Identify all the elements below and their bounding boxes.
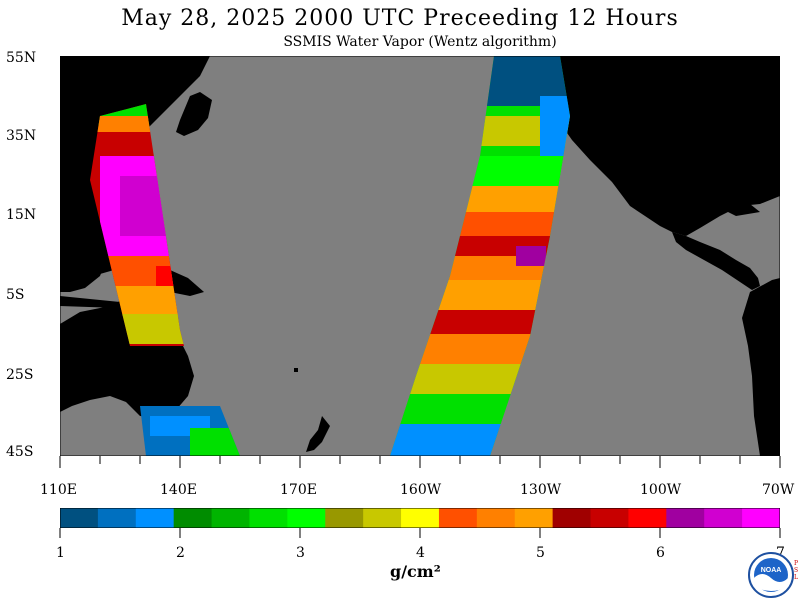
colorbar-segment (438, 508, 478, 528)
south-swath-data (140, 406, 240, 456)
colorbar-segment (514, 508, 554, 528)
noaa-logo: NOAA (748, 552, 794, 598)
south-america-land (742, 278, 780, 456)
colorbar-tick-6: 6 (656, 545, 665, 561)
lat-label-55n: 55N (6, 50, 37, 66)
lon-label-70w: 70W (762, 482, 795, 498)
colorbar-segment (249, 508, 288, 528)
lon-label-170e: 170E (280, 482, 317, 498)
colorbar-tick-4: 4 (416, 545, 425, 561)
japan-land (176, 92, 212, 136)
colorbar-segment (287, 508, 326, 528)
colorbar-segment (363, 508, 402, 528)
colorbar-segment (704, 508, 743, 528)
fiji-land (294, 368, 298, 372)
caribbean-land (716, 204, 760, 216)
colorbar-segment (628, 508, 667, 528)
colorbar-segment (97, 508, 137, 528)
lon-label-160w: 160W (400, 482, 442, 498)
lat-label-25s: 25S (6, 367, 34, 383)
colorbar-segment (590, 508, 629, 528)
svg-text:NOAA: NOAA (761, 567, 782, 574)
colorbar-segment (173, 508, 213, 528)
hokkaido-land (180, 64, 198, 84)
colorbar-segment (742, 508, 780, 528)
colorbar-tick-2: 2 (176, 545, 185, 561)
lat-label-15n: 15N (6, 207, 37, 223)
north-america-land (540, 56, 780, 236)
lon-label-130w: 130W (520, 482, 562, 498)
colorbar-tick-3: 3 (296, 545, 305, 561)
colorbar-segment (401, 508, 440, 528)
lat-label-5s: 5S (6, 287, 25, 303)
colorbar-segment (666, 508, 705, 528)
colorbar (60, 508, 780, 528)
lon-label-100w: 100W (640, 482, 682, 498)
lon-label-140e: 140E (160, 482, 197, 498)
colorbar-tick-7: 7 (776, 545, 785, 561)
colorbar-segment (552, 508, 592, 528)
colorbar-segment (60, 508, 99, 528)
colorbar-segment (476, 508, 516, 528)
lat-label-45s: 45S (6, 444, 34, 460)
asia-land (60, 56, 210, 292)
colorbar-tick-5: 5 (536, 545, 545, 561)
central-america-land (672, 232, 760, 290)
new-zealand-land (306, 416, 330, 452)
map-title: May 28, 2025 2000 UTC Preceeding 12 Hour… (121, 6, 679, 31)
java-land (60, 296, 120, 308)
axis-ticks (59, 456, 781, 468)
colorbar-tick-1: 1 (56, 545, 65, 561)
colorbar-segment (211, 508, 250, 528)
lat-label-35n: 35N (6, 128, 37, 144)
colorbar-segment (135, 508, 175, 528)
colorbar-segment (325, 508, 364, 528)
water-vapor-map (60, 56, 780, 456)
map-subtitle: SSMIS Water Vapor (Wentz algorithm) (283, 34, 557, 50)
lon-label-110e: 110E (40, 482, 77, 498)
units-label: g/cm² (390, 562, 441, 581)
colorbar-ticks (59, 528, 781, 538)
